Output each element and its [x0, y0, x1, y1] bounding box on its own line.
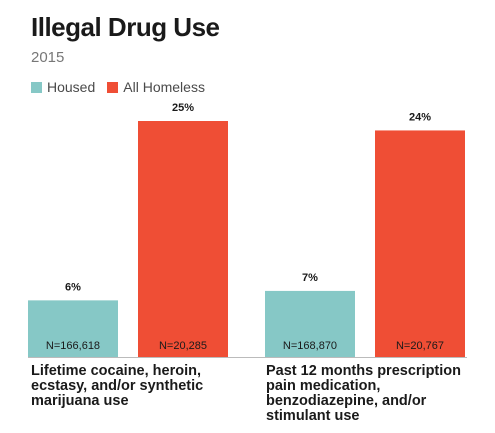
legend-label-all-homeless: All Homeless: [123, 79, 205, 95]
n-label-all-homeless-1: N=20,285: [159, 340, 207, 352]
n-label-housed-1: N=166,618: [46, 340, 100, 352]
legend: Housed All Homeless: [31, 79, 217, 95]
n-label-housed-2: N=168,870: [283, 340, 337, 352]
value-label-housed-2: 7%: [302, 272, 318, 284]
bar-housed-1: [28, 300, 118, 357]
bar-all-homeless-1: [138, 121, 228, 357]
chart-subtitle: 2015: [31, 49, 65, 66]
value-label-housed-1: 6%: [65, 281, 81, 293]
legend-item-housed: Housed: [31, 79, 95, 95]
value-label-all-homeless-1: 25%: [172, 102, 194, 114]
legend-item-all-homeless: All Homeless: [107, 79, 205, 95]
category-label-lifetime: Lifetime cocaine, heroin, ecstasy, and/o…: [31, 363, 204, 409]
legend-label-housed: Housed: [47, 79, 96, 95]
chart-title: Illegal Drug Use: [31, 12, 220, 42]
n-label-all-homeless-2: N=20,767: [396, 340, 444, 352]
category-label-past-12-months: Past 12 months prescription pain medicat…: [266, 363, 461, 424]
bar-housed-2: [265, 290, 355, 357]
bar-all-homeless-2: [375, 130, 465, 357]
value-label-all-homeless-2: 24%: [409, 111, 431, 123]
legend-swatch-all-homeless: [107, 81, 119, 93]
legend-swatch-housed: [31, 81, 42, 93]
